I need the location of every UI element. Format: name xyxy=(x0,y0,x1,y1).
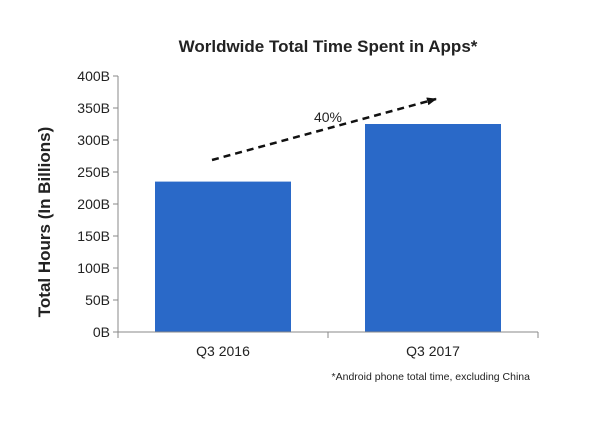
bar xyxy=(365,124,501,332)
chart-title: Worldwide Total Time Spent in Apps* xyxy=(179,37,478,56)
y-tick-label: 0B xyxy=(93,324,110,340)
y-axis-label: Total Hours (In Billions) xyxy=(35,127,54,317)
y-tick-label: 150B xyxy=(77,228,110,244)
x-tick-label: Q3 2016 xyxy=(196,343,250,359)
y-tick-label: 400B xyxy=(77,68,110,84)
y-tick-label: 200B xyxy=(77,196,110,212)
y-tick-label: 100B xyxy=(77,260,110,276)
growth-arrow xyxy=(211,97,437,162)
footnote: *Android phone total time, excluding Chi… xyxy=(332,371,531,383)
x-axis-ticks: Q3 2016 Q3 2017 xyxy=(117,332,539,359)
x-tick-label: Q3 2017 xyxy=(406,343,460,359)
y-tick-label: 250B xyxy=(77,164,110,180)
y-tick-label: 300B xyxy=(77,132,110,148)
growth-annotation: 40% xyxy=(314,109,342,125)
y-tick-label: 50B xyxy=(85,292,110,308)
y-tick-label: 350B xyxy=(77,100,110,116)
y-axis-ticks: 0B 50B 100B 150B 200B 250B 300B 350B 400B xyxy=(77,68,118,340)
bars xyxy=(155,124,501,332)
bar xyxy=(155,181,291,332)
